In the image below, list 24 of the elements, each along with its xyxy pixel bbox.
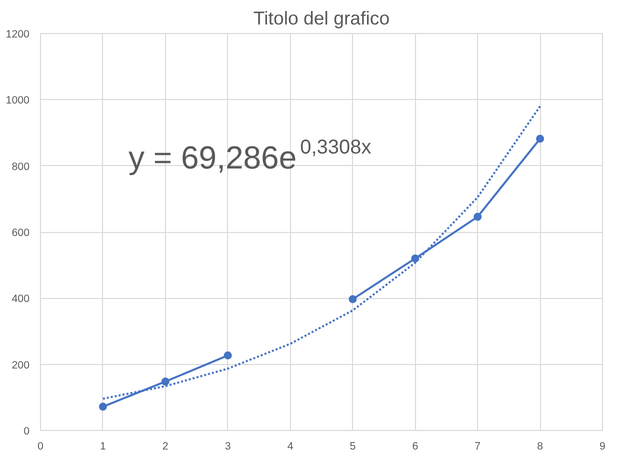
point: [98, 402, 107, 411]
point: [536, 134, 544, 143]
x-tick-label: 6: [412, 440, 418, 452]
x-tick-label: 1: [100, 440, 106, 452]
y-tick-label: 600: [12, 227, 30, 239]
x-tick-label: 9: [600, 440, 606, 452]
x-tick-label: 2: [162, 440, 168, 452]
point: [348, 295, 357, 304]
y-tick-label: 800: [12, 160, 30, 173]
x-tick-label: 8: [537, 440, 544, 452]
x-tick-label: 3: [224, 440, 231, 452]
y-tick-label: 1000: [6, 94, 30, 107]
y-tick-label: 200: [12, 359, 30, 372]
x-tick-label: 0: [38, 440, 44, 452]
y-tick-label: 400: [12, 293, 30, 306]
y-tick-label: 0: [24, 426, 30, 438]
x-tick-label: 5: [350, 440, 356, 452]
y-tick-label: 1200: [6, 28, 30, 40]
x-tick-label: 4: [287, 440, 294, 452]
point: [161, 378, 170, 386]
chart-title: Titolo del grafico: [253, 8, 390, 28]
x-tick-label: 7: [474, 440, 481, 452]
point: [224, 351, 232, 360]
point: [474, 212, 482, 221]
